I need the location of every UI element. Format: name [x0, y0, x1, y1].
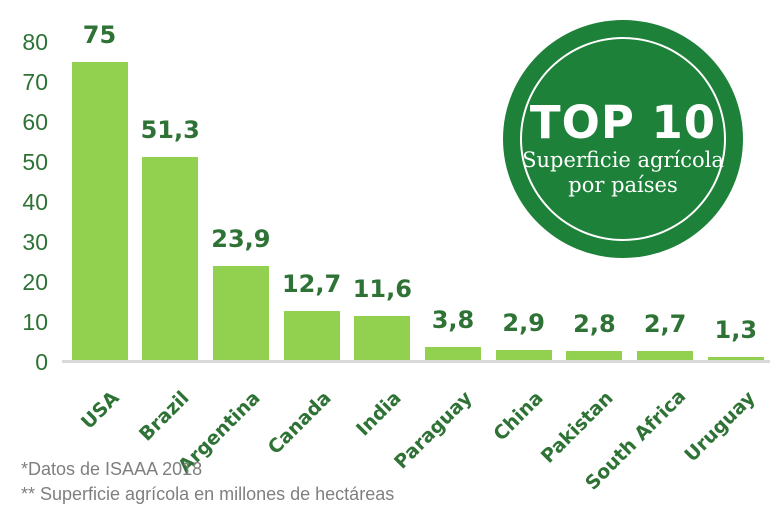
bar-value-label: 1,3: [714, 316, 758, 344]
bar-paraguay: [425, 347, 481, 362]
bar-value-label: 23,9: [211, 225, 271, 253]
y-axis-tick-label: 30: [22, 229, 48, 255]
y-axis-tick-label: 40: [22, 189, 48, 215]
bar-china: [495, 350, 552, 362]
bar-pakistan: [566, 351, 623, 362]
footnote-source: *Datos de ISAAA 2018: [21, 459, 203, 479]
bar-value-label: 12,7: [281, 270, 342, 298]
bar-india: [354, 316, 411, 362]
bar-uruguay: [707, 357, 764, 362]
bar-value-label: 2,8: [573, 310, 616, 338]
y-axis-tick-label: 70: [22, 69, 48, 95]
bar-value-label: 11,6: [352, 275, 412, 303]
bar-value-label: 2,9: [502, 309, 545, 337]
bar-brazil: [142, 157, 199, 362]
bar-canada: [283, 311, 340, 362]
bar-usa: [71, 62, 128, 362]
badge-title: TOP 10: [529, 96, 717, 149]
y-axis-tick-label: 80: [22, 29, 48, 55]
bar-value-label: 3,8: [431, 306, 475, 334]
badge-subtitle-line1: Superficie agrícola: [522, 148, 724, 172]
top10-badge: TOP 10 Superficie agrícola por países: [503, 20, 743, 258]
badge-inner-ring: [520, 37, 726, 241]
bar-value-label: 51,3: [140, 116, 200, 144]
footnote-units: ** Superficie agrícola en millones de he…: [21, 484, 395, 504]
y-axis-tick-label: 50: [22, 149, 48, 175]
y-axis-tick-label: 20: [22, 269, 48, 295]
bar-value-label: 75: [82, 21, 117, 49]
bar-value-label: 2,7: [643, 310, 687, 338]
y-axis-tick-label: 0: [35, 349, 48, 375]
y-axis-tick-label: 60: [22, 109, 48, 135]
y-axis-tick-label: 10: [22, 309, 48, 335]
badge-subtitle-line2: por países: [568, 173, 678, 197]
x-axis-line: [62, 360, 770, 363]
bar-argentina: [212, 266, 269, 362]
bar-south-africa: [637, 351, 694, 362]
